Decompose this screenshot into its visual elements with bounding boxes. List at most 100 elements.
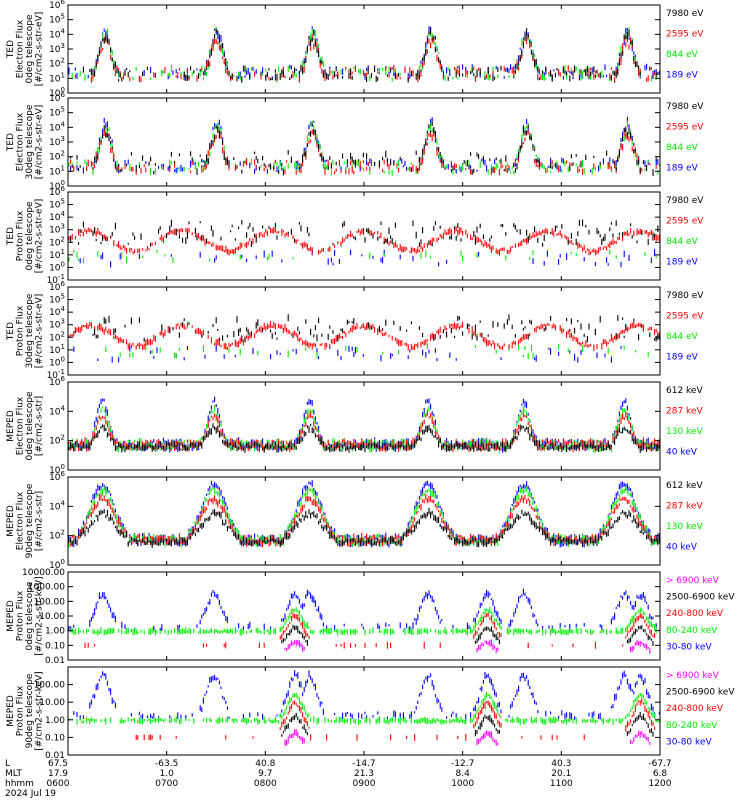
legend-entry: 612 keV	[666, 481, 703, 491]
series-130-kev	[68, 405, 660, 453]
series-2500-6900-kev	[281, 712, 654, 737]
x-row-name: L	[5, 759, 10, 769]
panel-2-data	[68, 116, 660, 176]
legend-entry: 2595 eV	[666, 216, 704, 226]
panel-ylabel: TEDProton Flux0deg telescope[#/cm2-s-str…	[6, 199, 45, 274]
x-row-name: MLT	[5, 769, 23, 779]
legend-entry: 189 eV	[666, 257, 699, 267]
ytick-label: 1000.00	[28, 583, 65, 593]
ytick-label: 1.00	[45, 627, 65, 637]
ytick-label: 104	[49, 210, 65, 223]
ytick-label: 10.00	[39, 698, 65, 708]
ytick-label: 1.00	[45, 716, 65, 726]
x-tick-label: 0600	[47, 779, 70, 789]
ytick-label: 100.00	[34, 681, 66, 691]
series-189-ev	[73, 344, 622, 363]
series-80-240-kev	[70, 607, 657, 636]
x-tick-label: 17.9	[48, 769, 68, 779]
series-40-kev	[68, 480, 660, 548]
ytick-label: 100.00	[34, 597, 66, 607]
ytick-label: 101	[49, 71, 65, 84]
panel-ylabel: MEPEDElectron Flux0deg telescope[#/cm2-s…	[6, 391, 45, 461]
legend-entry: > 6900 keV	[666, 576, 720, 586]
panel-8-data	[68, 670, 660, 746]
ytick-label: 0.10	[45, 733, 65, 743]
panel-frame	[67, 286, 661, 376]
series-189-ev	[68, 26, 660, 81]
series-7980-ev	[82, 27, 659, 83]
ytick-label: 100	[49, 260, 65, 273]
legend-entry: 80-240 keV	[666, 626, 718, 636]
ytick-label: 102	[49, 235, 65, 248]
panel-ylabel: TEDElectron Flux30deg telescope[#/cm2-s-…	[6, 104, 45, 179]
ytick-label: 10.00	[39, 612, 65, 622]
panel-5-data	[68, 396, 660, 453]
panel-frame	[67, 381, 661, 471]
x-tick-label: 0700	[155, 779, 178, 789]
series-7980-ev	[74, 314, 660, 343]
ytick-label: 102	[49, 434, 65, 447]
panel-ylabel: TEDProton Flux30deg telescope[#/cm2-s-st…	[6, 293, 45, 368]
x-tick-label: 67.5	[48, 759, 68, 769]
ytick-label: 102	[49, 57, 65, 70]
series-80-240-kev	[68, 691, 660, 726]
panel-frame	[67, 97, 661, 187]
ytick-label: 104	[49, 499, 65, 512]
legend-entry: 240-800 keV	[666, 609, 724, 619]
ytick-label: 105	[49, 13, 65, 26]
ytick-label: 101	[49, 164, 65, 177]
legend-entry: 7980 eV	[666, 102, 704, 112]
ytick-label: 103	[49, 318, 65, 331]
panel-ylabel: MEPEDProton Flux90deg telescope[#/cm2-s-…	[6, 671, 45, 750]
x-tick-label: 40.3	[551, 759, 571, 769]
legend-entry: 844 eV	[666, 237, 699, 247]
legend-entry: > 6900 keV	[666, 671, 720, 681]
x-tick-label: -63.5	[155, 759, 178, 769]
legend-entry: 844 eV	[666, 143, 699, 153]
x-tick-label: 1000	[451, 779, 474, 789]
panel-4-data	[68, 314, 660, 363]
ytick-label: 103	[49, 135, 65, 148]
x-tick-label: 0900	[353, 779, 376, 789]
series-2500-6900-kev	[281, 624, 654, 646]
legend-entry: 844 eV	[666, 332, 699, 342]
legend-entry: 2500-6900 keV	[666, 688, 735, 698]
panel-frame	[67, 666, 661, 756]
legend-entry: 2500-6900 keV	[666, 593, 735, 603]
x-tick-label: 6.8	[653, 769, 668, 779]
date-label: 2024 Jul 19	[5, 789, 56, 799]
series-287-kev	[68, 411, 660, 453]
x-tick-label: 1100	[550, 779, 573, 789]
ytick-label: 105	[49, 293, 65, 306]
legend-entry: 7980 eV	[666, 9, 704, 19]
ytick-label: 101	[49, 343, 65, 356]
ytick-label: 102	[49, 150, 65, 163]
panel-ylabel: MEPEDProton Flux0deg telescope[#/cm2-s-s…	[6, 576, 45, 655]
series-130-kev	[68, 485, 660, 548]
series-612-kev	[68, 423, 660, 453]
ytick-label: 0.01	[45, 751, 65, 761]
x-axis-labels: L 67.5 -63.5 40.8 -14.7 -12.7 40.3 -67.7 MLT 17.9…	[5, 759, 672, 799]
legend-entry: 189 eV	[666, 70, 699, 80]
series-40-kev	[68, 396, 660, 453]
series--6900-kev	[284, 639, 651, 654]
legend-entry: 2595 eV	[666, 122, 704, 132]
ytick-label: 0.10	[45, 641, 65, 651]
x-tick-label: 0800	[254, 779, 277, 789]
x-row-name: hhmm	[5, 779, 34, 789]
panel-3-data	[68, 219, 660, 268]
x-tick-label: 1200	[649, 779, 672, 789]
x-tick-label: 21.3	[354, 769, 374, 779]
x-tick-label: -14.7	[352, 759, 375, 769]
x-tick-label: 20.1	[551, 769, 571, 779]
ytick-label: 104	[49, 120, 65, 133]
legend-entry: 189 eV	[666, 352, 699, 362]
x-tick-label: -67.7	[648, 759, 671, 769]
legend-entry: 130 keV	[666, 427, 703, 437]
